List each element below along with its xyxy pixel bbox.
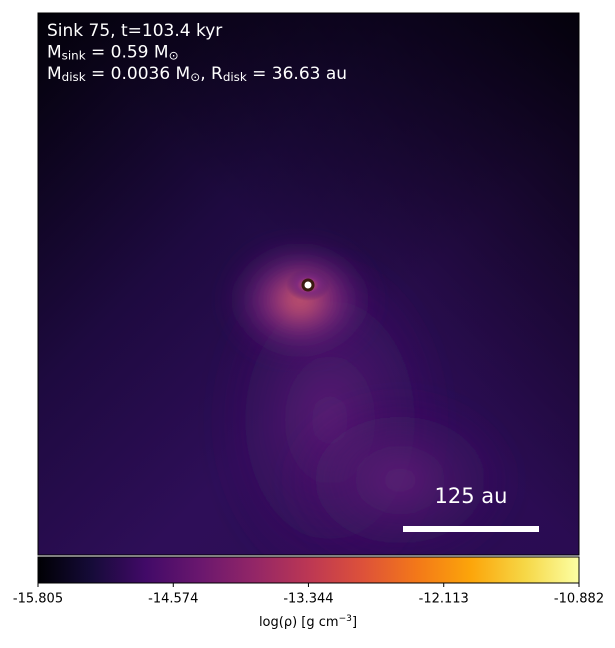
text-run: Sink 75, t=103.4 kyr (47, 21, 222, 41)
text-run: , R (200, 64, 223, 84)
tick-label: -15.805 (13, 592, 63, 607)
tick-label: -13.344 (283, 592, 333, 607)
subscript: disk (223, 70, 247, 84)
tick-label: -10.882 (554, 592, 604, 607)
colorbar (37, 556, 580, 584)
text-run: = 0.0036 M (86, 64, 191, 84)
sink-marker (301, 278, 315, 292)
text-run: ] (352, 615, 357, 630)
colorbar-label: log(ρ) [g cm−3] (259, 614, 357, 630)
annotation: Mdisk = 0.0036 M⊙, Rdisk = 36.63 au (47, 64, 347, 84)
scale-bar-label: 125 au (435, 484, 508, 508)
subscript: ⊙ (169, 48, 179, 62)
text-run: = 0.59 M (86, 43, 169, 63)
text-run: log(ρ) [g cm (259, 615, 339, 630)
tick-label: -12.113 (419, 592, 469, 607)
text-run: M (47, 43, 62, 63)
text-run: M (47, 64, 62, 84)
subscript: disk (62, 70, 86, 84)
annotation: Msink = 0.59 M⊙ (47, 43, 179, 63)
axes-frame (37, 12, 580, 556)
annotation: Sink 75, t=103.4 kyr (47, 21, 222, 41)
tick-label: -14.574 (148, 592, 198, 607)
subscript: ⊙ (190, 70, 200, 84)
text-run: = 36.63 au (247, 64, 347, 84)
colorbar-ticks: -15.805 -14.574 -13.344 -12.113 -10.882 log(ρ… (13, 583, 604, 630)
superscript: −3 (339, 614, 353, 624)
subscript: sink (62, 48, 86, 62)
